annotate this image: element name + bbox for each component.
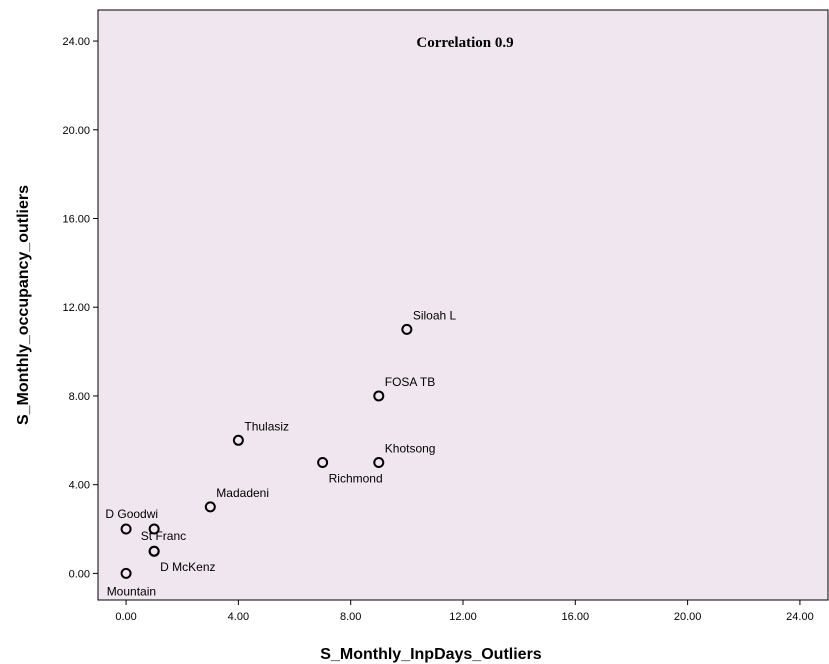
data-point [148, 523, 160, 535]
data-point [148, 545, 160, 557]
x-tick-label: 12.00 [449, 611, 477, 623]
data-point [317, 456, 329, 468]
x-tick-label: 20.00 [674, 611, 702, 623]
plot-area [97, 9, 829, 601]
data-points [120, 323, 413, 579]
x-tick-label: 0.00 [115, 611, 136, 623]
y-tick-label: 20.00 [62, 125, 90, 137]
data-point [120, 567, 132, 579]
x-axis-title: S_Monthly_InpDays_Outliers [320, 646, 541, 663]
point-label: St Franc [141, 529, 186, 543]
data-point [120, 523, 132, 535]
point-label: Khotsong [385, 441, 436, 455]
x-tick-label: 4.00 [228, 611, 249, 623]
y-tick-label: 0.00 [69, 568, 90, 580]
y-tick-label: 8.00 [69, 391, 90, 403]
point-label: FOSA TB [385, 375, 435, 389]
point-label: Siloah L [413, 308, 457, 322]
point-label: Mountain [107, 584, 156, 598]
data-point [232, 434, 244, 446]
x-tick-label: 24.00 [786, 611, 814, 623]
correlation-annotation: Correlation 0.9 [416, 35, 513, 51]
x-tick-label: 8.00 [340, 611, 361, 623]
x-axis: 0.00 4.00 8.00 12.00 16.00 20.00 24.00 [115, 600, 814, 623]
y-axis: 0.00 4.00 8.00 12.00 16.00 20.00 24.00 [62, 36, 98, 580]
point-label: Thulasiz [244, 419, 289, 433]
y-tick-label: 24.00 [62, 36, 90, 48]
x-tick-label: 16.00 [562, 611, 590, 623]
data-point [373, 456, 385, 468]
data-point [401, 323, 413, 335]
y-axis-title: S_Monthly_occupancy_outliers [15, 185, 32, 425]
y-tick-label: 16.00 [62, 213, 90, 225]
data-point [204, 501, 216, 513]
data-point [373, 390, 385, 402]
point-label: Madadeni [216, 486, 269, 500]
y-tick-label: 12.00 [62, 302, 90, 314]
point-label: D McKenz [160, 560, 215, 574]
y-tick-label: 4.00 [69, 480, 90, 492]
point-label: D Goodwi [105, 507, 158, 521]
point-label: Richmond [329, 471, 383, 485]
point-labels: Siloah L FOSA TB Thulasiz Khotsong Richmond M… [105, 308, 456, 598]
